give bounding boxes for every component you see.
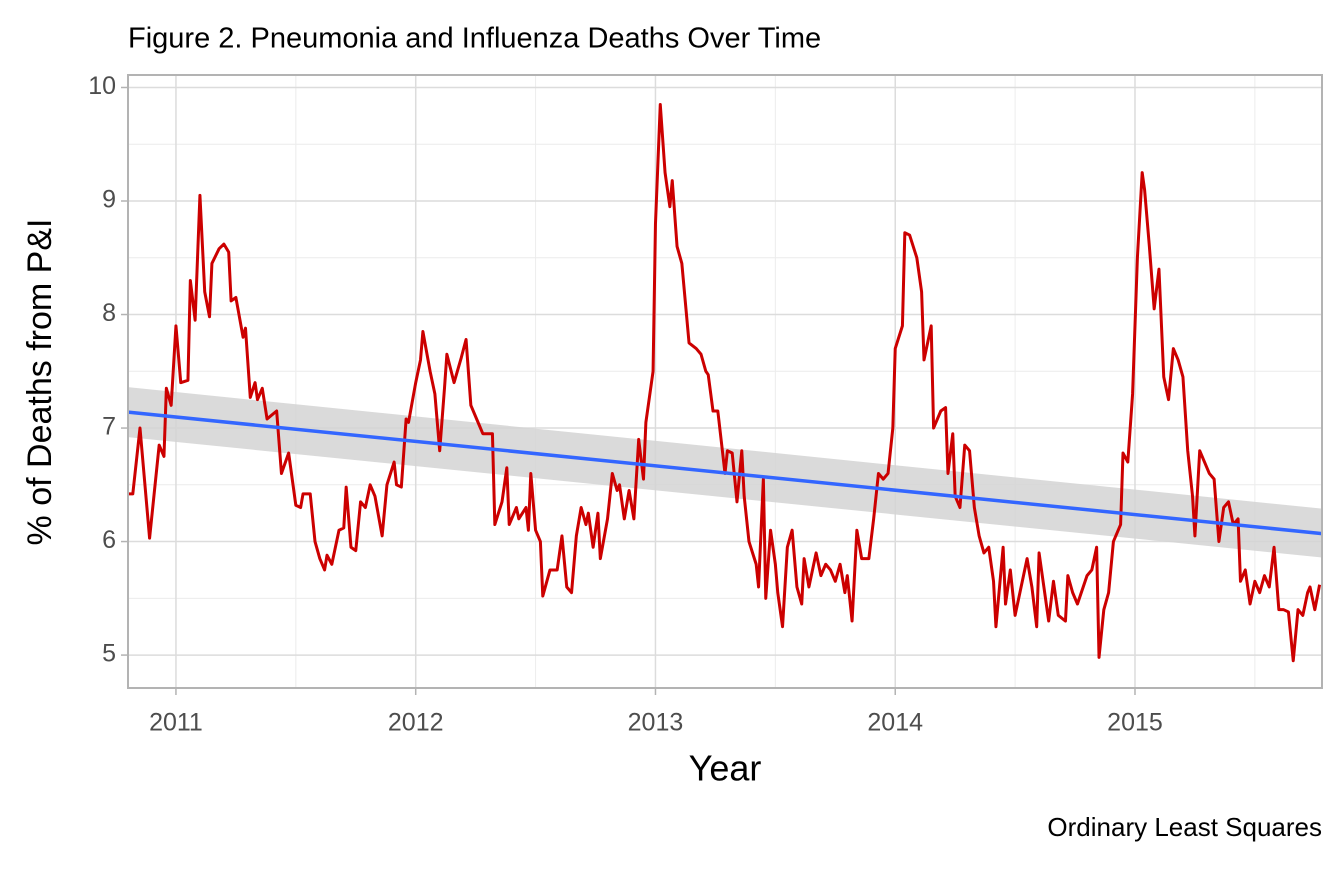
y-tick-label: 9 <box>102 186 116 214</box>
x-tick-label: 2013 <box>628 709 684 737</box>
x-tick-label: 2015 <box>1107 709 1163 737</box>
x-tick-label: 2014 <box>867 709 923 737</box>
x-tick-label: 2012 <box>388 709 444 737</box>
y-axis-label: % of Deaths from P&I <box>21 219 59 546</box>
x-tick-label: 2011 <box>149 709 203 737</box>
y-tick-label: 6 <box>102 526 116 554</box>
y-tick-label: 8 <box>102 299 116 327</box>
y-tick-label: 7 <box>102 413 116 441</box>
x-axis-label: Year <box>689 748 762 789</box>
panel-border <box>127 74 1323 689</box>
chart-title: Figure 2. Pneumonia and Influenza Deaths… <box>128 23 821 55</box>
data-line <box>128 103 1322 663</box>
y-tick-label: 10 <box>88 72 116 100</box>
y-tick-label: 5 <box>102 640 116 668</box>
trend-line <box>127 410 1323 536</box>
caption: Ordinary Least Squares <box>1047 812 1322 842</box>
